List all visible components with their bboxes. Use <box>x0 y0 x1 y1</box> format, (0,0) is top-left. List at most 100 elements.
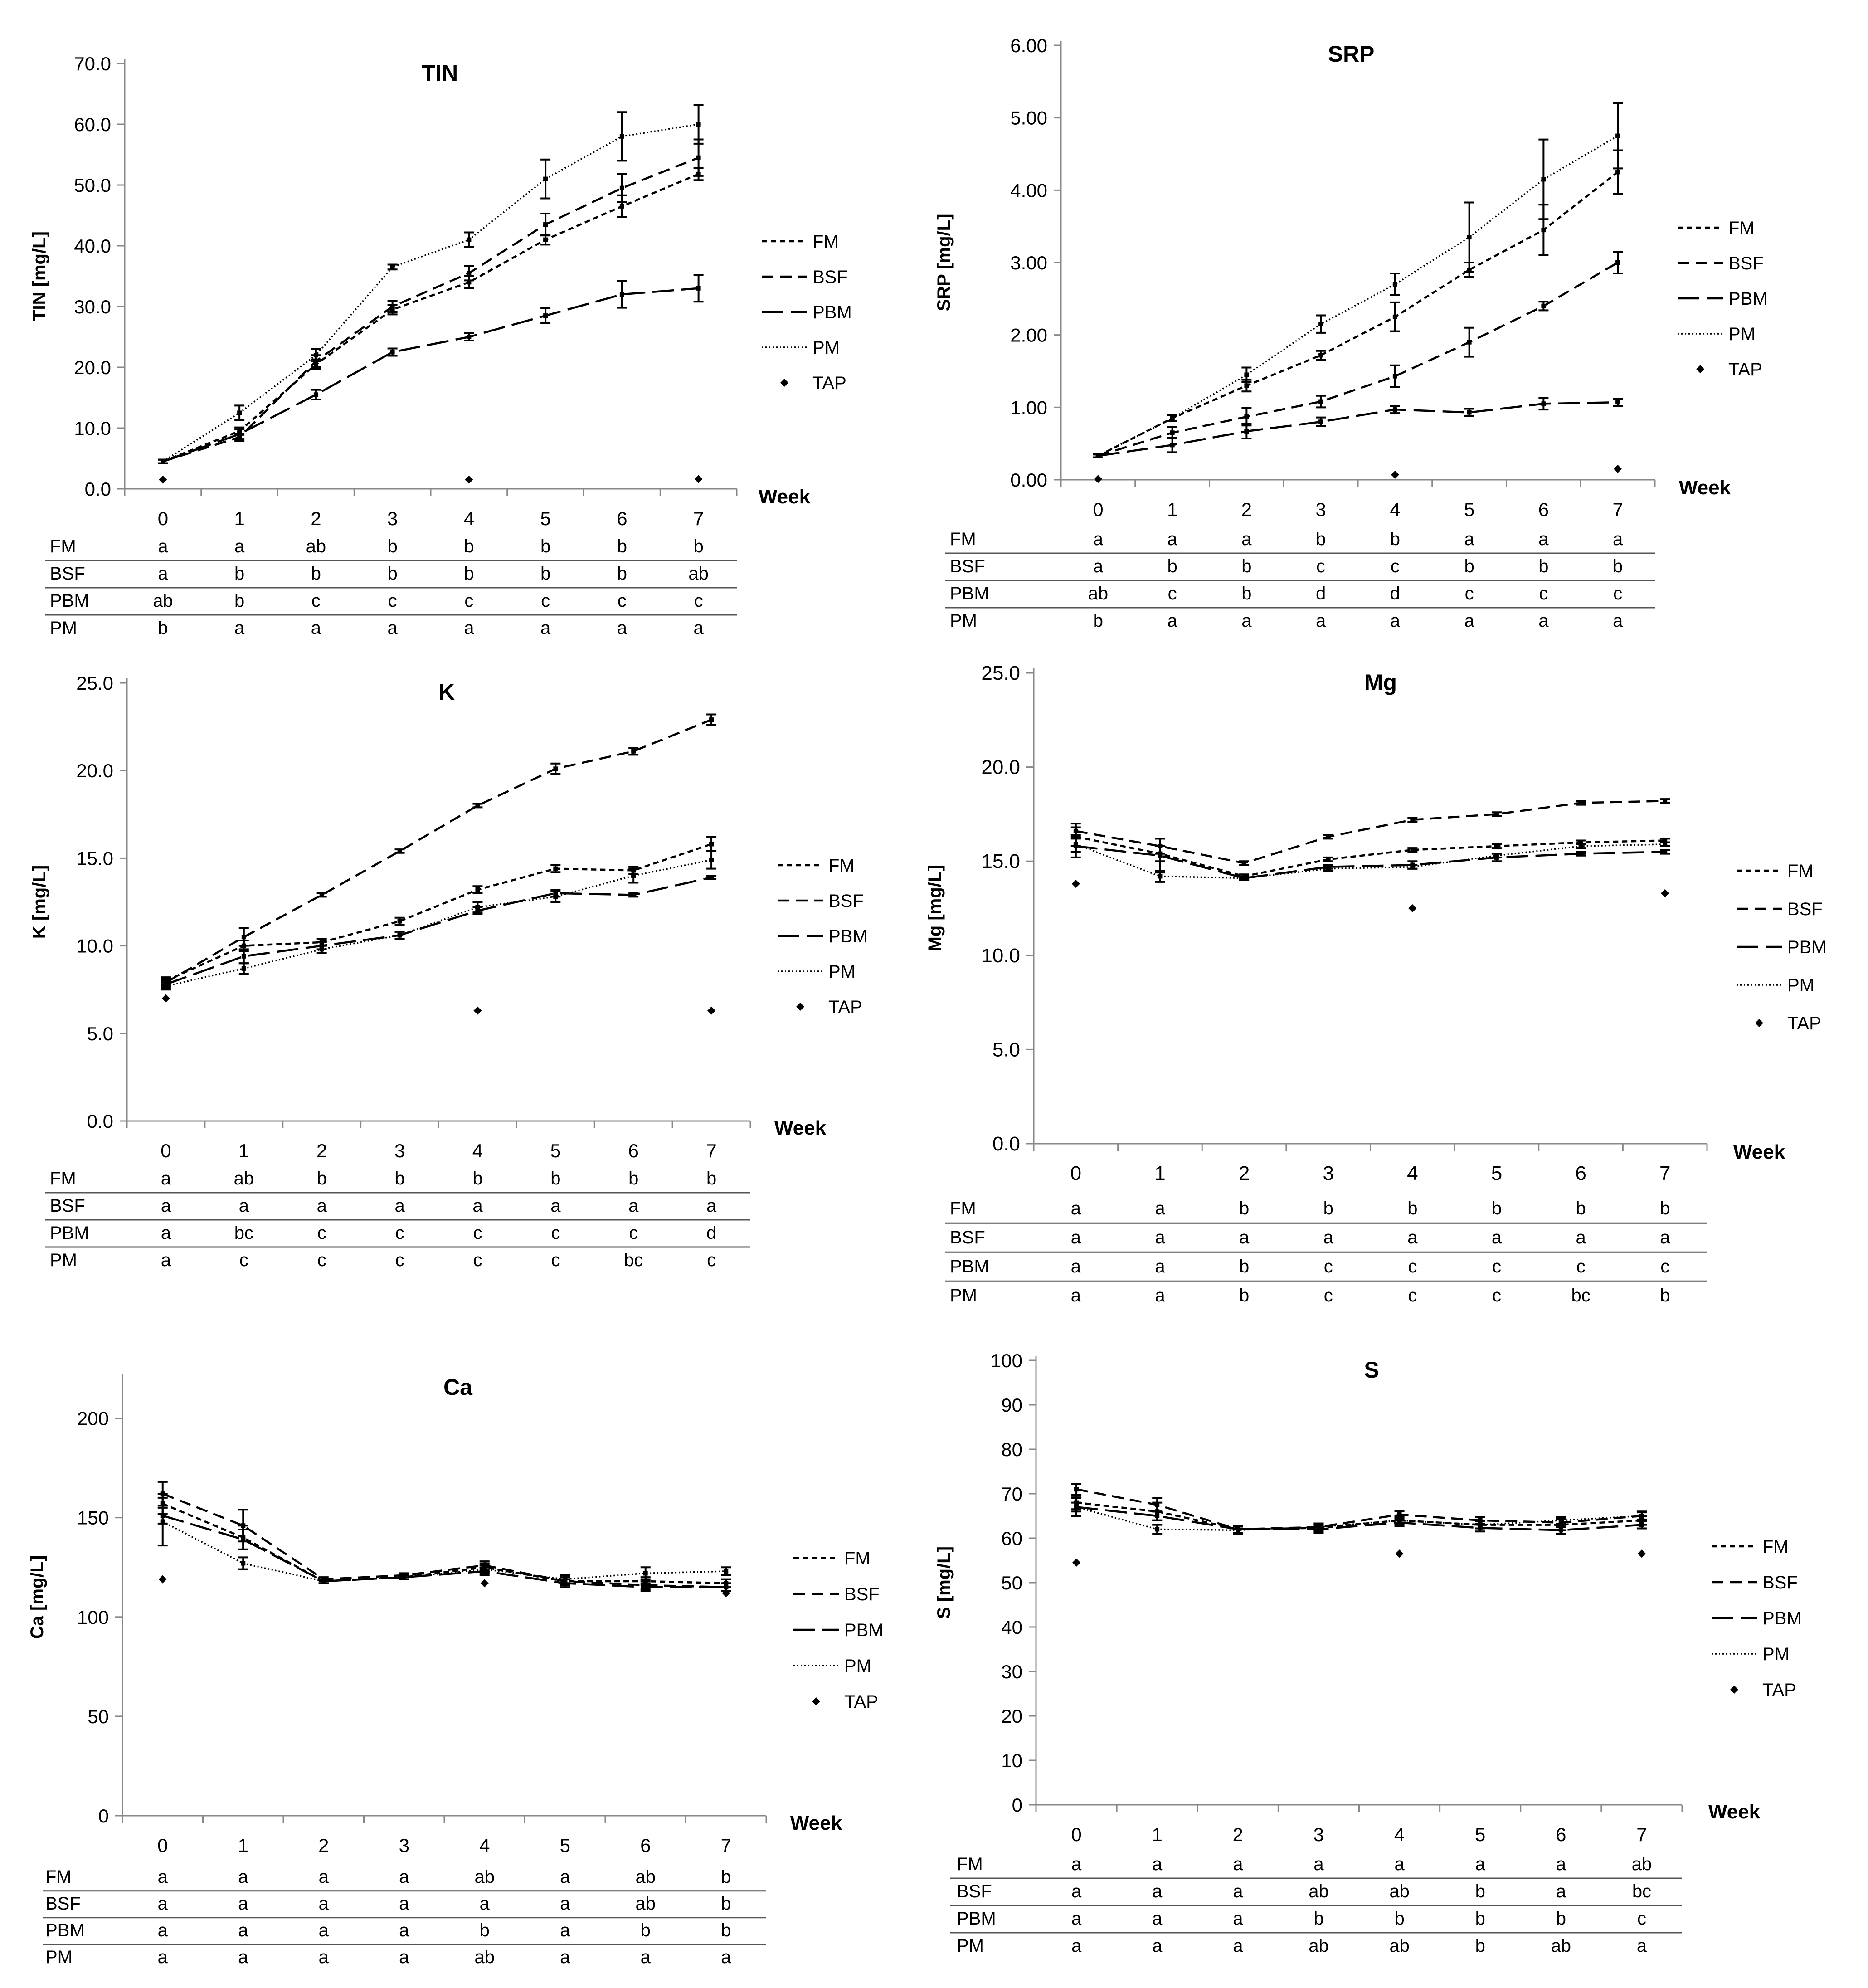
data-point <box>1578 843 1583 848</box>
series-line-pm <box>162 123 699 463</box>
y-tick-label: 40 <box>1001 1617 1022 1638</box>
table-cell: a <box>394 1196 405 1216</box>
table-row-label: PBM <box>950 584 989 604</box>
table-cell: c <box>388 591 397 611</box>
chart-title: SRP <box>1328 41 1375 67</box>
table-row-label: PBM <box>950 1257 989 1277</box>
table-cell: b <box>1239 1286 1249 1306</box>
table-cell: a <box>1316 611 1326 631</box>
table-cell: c <box>1637 1909 1646 1929</box>
series-pm <box>158 104 704 464</box>
table-cell: c <box>1408 1286 1417 1306</box>
table-cell: a <box>158 536 168 556</box>
data-point <box>631 749 636 754</box>
data-point <box>619 292 624 297</box>
table-cell: b <box>706 1169 716 1189</box>
y-tick-label: 10.0 <box>981 945 1020 967</box>
series-line-pm <box>165 859 712 987</box>
x-tick-label: 0 <box>157 1835 168 1856</box>
table-cell: b <box>1316 529 1326 549</box>
legend-label: PM <box>1728 324 1756 344</box>
table-cell: a <box>560 1894 570 1914</box>
series-line-bsf <box>1076 1488 1642 1530</box>
table-cell: c <box>1613 584 1622 604</box>
x-tick-label: 5 <box>540 508 550 529</box>
legend-label: PBM <box>828 926 868 946</box>
table-row-label: BSF <box>50 564 85 584</box>
y-tick-label: 30.0 <box>74 296 111 317</box>
table-cell: a <box>1538 529 1549 549</box>
data-point <box>1578 851 1583 856</box>
table-cell: d <box>706 1223 716 1243</box>
data-point <box>1326 857 1331 862</box>
table-cell: b <box>721 1867 731 1887</box>
data-point <box>1397 1518 1402 1523</box>
table-cell: c <box>551 1250 560 1270</box>
x-tick-label: 3 <box>394 1140 405 1161</box>
data-point <box>1155 1514 1160 1518</box>
series-tap <box>1094 465 1622 483</box>
series-line-fm <box>162 173 699 463</box>
legend-label: BSF <box>1762 1573 1798 1593</box>
x-tick-label: 1 <box>238 1140 249 1161</box>
data-point <box>1397 1512 1402 1517</box>
table-cell: c <box>1660 1257 1669 1277</box>
data-point <box>709 717 714 722</box>
table-cell: a <box>158 1894 168 1914</box>
data-point <box>467 280 472 285</box>
table-cell: a <box>1093 556 1104 576</box>
y-tick-label: 15.0 <box>76 848 113 869</box>
table-cell: a <box>1071 1257 1081 1277</box>
legend-label: BSF <box>844 1584 880 1604</box>
table-cell: b <box>1660 1199 1670 1218</box>
tap-point <box>161 994 170 1003</box>
series-line-bsf <box>165 719 712 984</box>
table-cell: ab <box>234 1169 254 1189</box>
data-point <box>1095 453 1100 458</box>
table-cell: ab <box>1088 584 1109 604</box>
chart-s: S S [mg/L] 0 10 20 30 40 50 60 70 80 90 100 0 1 2 3 4 5 6 7 W… <box>934 1350 1802 1956</box>
table-cell: a <box>1556 1881 1566 1901</box>
x-tick-label: 1 <box>238 1835 248 1856</box>
data-point <box>1318 419 1323 424</box>
y-tick-label: 0 <box>98 1805 109 1827</box>
table-cell: a <box>158 1867 168 1887</box>
series-bsf <box>161 713 717 987</box>
data-point <box>1615 260 1620 265</box>
chart-title: S <box>1364 1357 1379 1383</box>
series-pbm <box>158 274 704 464</box>
y-tick-label: 200 <box>77 1408 109 1429</box>
data-point <box>467 237 472 242</box>
data-point <box>1392 314 1397 319</box>
y-tick-label: 5.00 <box>1010 107 1047 129</box>
table-cell: c <box>694 591 703 611</box>
data-point <box>319 947 324 952</box>
y-tick-label: 2.00 <box>1010 325 1047 346</box>
data-point <box>1073 842 1078 847</box>
table-cell: a <box>1613 529 1623 549</box>
table-cell: a <box>399 1920 409 1940</box>
y-tick-label: 15.0 <box>981 850 1020 872</box>
data-point <box>241 1561 246 1566</box>
table-cell: d <box>1316 584 1326 604</box>
data-point <box>553 894 558 899</box>
table-cell: a <box>1239 1228 1250 1247</box>
y-tick-label: 0.00 <box>1010 469 1047 491</box>
table-cell: b <box>1168 556 1177 576</box>
data-point <box>1663 842 1668 847</box>
table-cell: b <box>394 1169 404 1189</box>
legend-label: TAP <box>1728 360 1762 380</box>
table-cell: b <box>1475 1881 1485 1901</box>
x-tick-label: 7 <box>1612 499 1623 520</box>
y-tick-label: 150 <box>77 1507 109 1529</box>
series-pm <box>1071 1497 1647 1535</box>
data-point <box>543 222 548 227</box>
data-point <box>475 905 480 910</box>
legend: FM BSF PBM PM TAP <box>778 856 868 1017</box>
tap-point <box>480 1579 489 1588</box>
table-cell: ab <box>153 591 173 611</box>
table-cell: c <box>1539 584 1548 604</box>
table-cell: b <box>1323 1199 1333 1218</box>
table-cell: a <box>1407 1228 1418 1247</box>
